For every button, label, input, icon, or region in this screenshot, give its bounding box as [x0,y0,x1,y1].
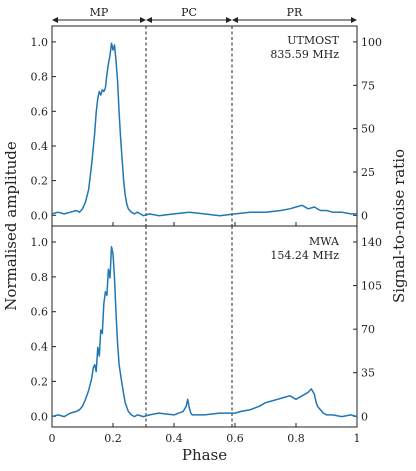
ytick-label-left-utmost-4: 0.8 [31,71,49,84]
left-axis-mwa: 0.0 0.2 0.4 0.6 0.8 1.0 [31,236,56,423]
region-arrowhead-pc-right [226,17,232,23]
region-label-pr: PR [287,6,303,19]
ytick-label-right-utmost-0: 0 [361,209,368,222]
annotation-mwa-telescope: MWA [309,235,340,248]
region-label-mp: MP [90,6,109,19]
ytick-label-left-utmost-5: 1.0 [31,36,49,49]
annotation-utmost-frequency: 835.59 MHz [270,48,339,61]
xtick-label-3: 0.6 [226,432,244,445]
ytick-label-right-utmost-2: 50 [361,123,375,136]
ytick-label-right-utmost-1: 25 [361,166,375,179]
y-axis-label-right: Signal-to-noise ratio [390,149,408,303]
region-arrowhead-pr-right [351,17,357,23]
y-axis-label-left: Normalised amplitude [2,141,20,311]
region-label-pc: PC [181,6,197,19]
ytick-label-right-mwa-4: 140 [361,236,382,249]
ytick-label-left-utmost-0: 0.0 [31,209,49,222]
ytick-label-left-utmost-2: 0.4 [31,140,49,153]
region-arrowhead-pr-left [232,17,238,23]
right-axis-mwa: 0 35 70 105 140 [353,236,382,423]
annotation-utmost-telescope: UTMOST [287,34,339,47]
ytick-label-left-mwa-3: 0.6 [31,306,49,319]
x-axis-label: Phase [182,446,227,464]
ytick-label-left-mwa-1: 0.2 [31,375,49,388]
region-arrowhead-pc-left [146,17,152,23]
right-axis-utmost: 0 25 50 75 100 [353,36,382,222]
xtick-label-4: 0.8 [287,432,305,445]
ytick-label-right-mwa-2: 70 [361,323,375,336]
ytick-label-right-utmost-3: 75 [361,79,375,92]
xticks-mwa: 0 0.2 0.4 0.6 0.8 1 [49,423,361,445]
ytick-label-left-utmost-1: 0.2 [31,175,49,188]
region-arrowhead-mp-left [52,17,58,23]
panel-mwa: 0.0 0.2 0.4 0.6 0.8 1.0 0 35 70 105 140 [31,225,382,445]
xtick-label-0: 0 [49,432,56,445]
region-arrowhead-mp-right [140,17,146,23]
ytick-label-left-mwa-4: 0.8 [31,271,49,284]
ytick-label-right-mwa-3: 105 [361,280,382,293]
ytick-label-left-mwa-2: 0.4 [31,341,49,354]
xticks-utmost [51,222,358,226]
xtick-label-1: 0.2 [104,432,122,445]
ytick-label-right-utmost-4: 100 [361,36,382,49]
ytick-label-left-mwa-0: 0.0 [31,410,49,423]
profile-trace-mwa [51,246,358,418]
xtick-label-2: 0.4 [165,432,183,445]
ytick-label-left-mwa-5: 1.0 [31,236,49,249]
ytick-label-right-mwa-1: 35 [361,367,375,380]
ytick-label-left-utmost-3: 0.6 [31,105,49,118]
xtick-label-5: 1 [354,432,361,445]
left-axis-utmost: 0.0 0.2 0.4 0.6 0.8 1.0 [31,36,56,222]
panel-frame-mwa [51,225,358,428]
phase-region-header: MP PC PR [52,6,357,23]
panel-utmost: 0.0 0.2 0.4 0.6 0.8 1.0 0 25 50 75 100 [31,25,382,227]
profile-trace-utmost [51,42,357,217]
ytick-label-right-mwa-0: 0 [361,410,368,423]
annotation-mwa-frequency: 154.24 MHz [270,249,339,262]
